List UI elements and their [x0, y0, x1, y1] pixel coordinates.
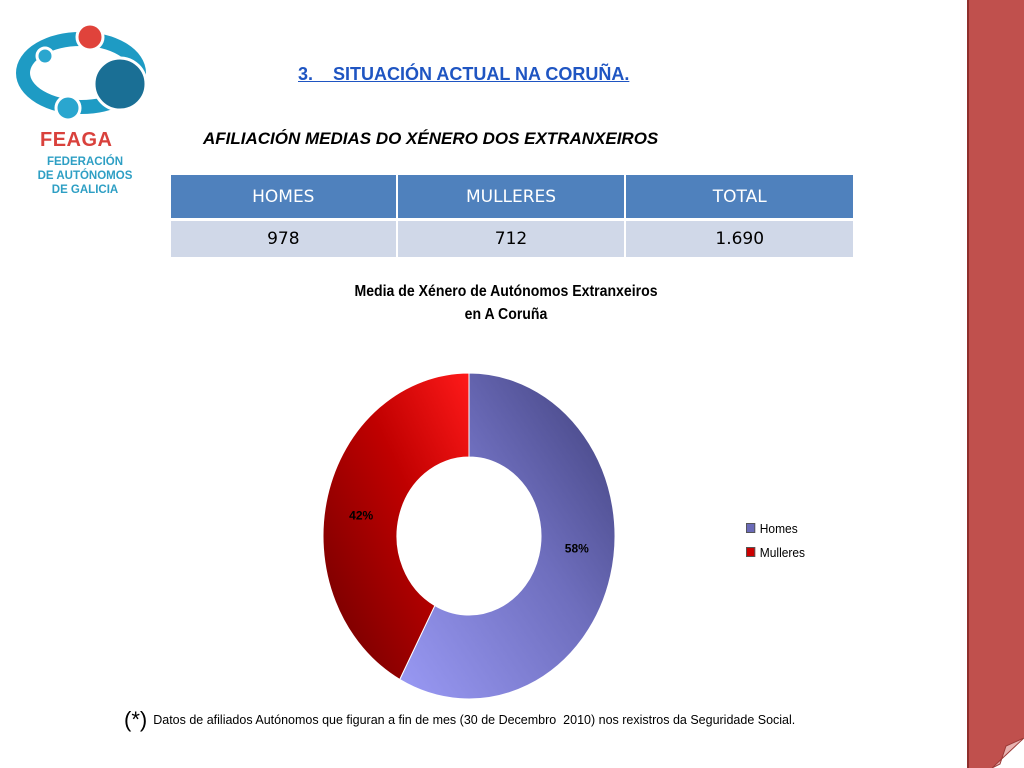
footnote-mark: (*)	[124, 707, 148, 732]
page-curl-icon	[992, 738, 1024, 768]
data-label-homes: 58%	[565, 541, 589, 555]
table-row: 978 712 1.690	[171, 219, 853, 257]
header-total: TOTAL	[625, 175, 853, 221]
legend-swatch-mulleres	[746, 547, 756, 557]
logo-line-1: FEDERACIÓN	[46, 156, 124, 168]
data-label-mulleres: 42%	[349, 509, 373, 523]
legend-label-homes: Homes	[759, 520, 798, 536]
logo-acronym: FEAGA	[40, 129, 113, 151]
legend-label-mulleres: Mulleres	[759, 544, 805, 560]
table-header-row: HOMES MULLERES TOTAL	[171, 175, 853, 221]
cell-mulleres: 712	[396, 219, 627, 257]
feaga-logo	[16, 22, 148, 122]
slide-subtitle: AFILIACIÓN MEDIAS DO XÉNERO DOS EXTRANXE…	[203, 129, 659, 148]
chart-legend: Homes Mulleres	[746, 516, 810, 564]
chart-title-line-1: Media de Xénero de Autónomos Extranxeiro…	[354, 283, 658, 300]
logo-full-name: FEDERACIÓN DE AUTÓNOMOS DE GALICIA	[24, 155, 146, 197]
logo-line-2: DE AUTÓNOMOS	[37, 170, 133, 182]
donut-slice-mulleres	[322, 372, 470, 681]
chart-title: Media de Xénero de Autónomos Extranxeiro…	[342, 280, 669, 326]
donut-slice-homes	[399, 372, 616, 700]
logo-line-3: DE GALICIA	[51, 184, 119, 196]
chart-title-line-2: en A Coruña	[464, 306, 548, 323]
legend-item-mulleres: Mulleres	[746, 540, 805, 564]
side-decorative-bar	[967, 0, 1024, 768]
doughnut-chart: 58% 42%	[322, 372, 616, 700]
legend-item-homes: Homes	[746, 516, 805, 540]
cell-homes: 978	[171, 219, 398, 257]
footnote: (*) Datos de afiliados Autónomos que figu…	[124, 707, 795, 733]
footnote-text: Datos de afiliados Autónomos que figuran…	[153, 713, 796, 727]
legend-swatch-homes	[746, 523, 756, 533]
header-homes: HOMES	[171, 175, 398, 221]
affiliation-table: HOMES MULLERES TOTAL 978 712 1.690	[171, 175, 853, 257]
header-mulleres: MULLERES	[396, 175, 627, 221]
section-title: 3. SITUACIÓN ACTUAL NA CORUÑA.	[298, 64, 630, 84]
cell-total: 1.690	[625, 219, 853, 257]
